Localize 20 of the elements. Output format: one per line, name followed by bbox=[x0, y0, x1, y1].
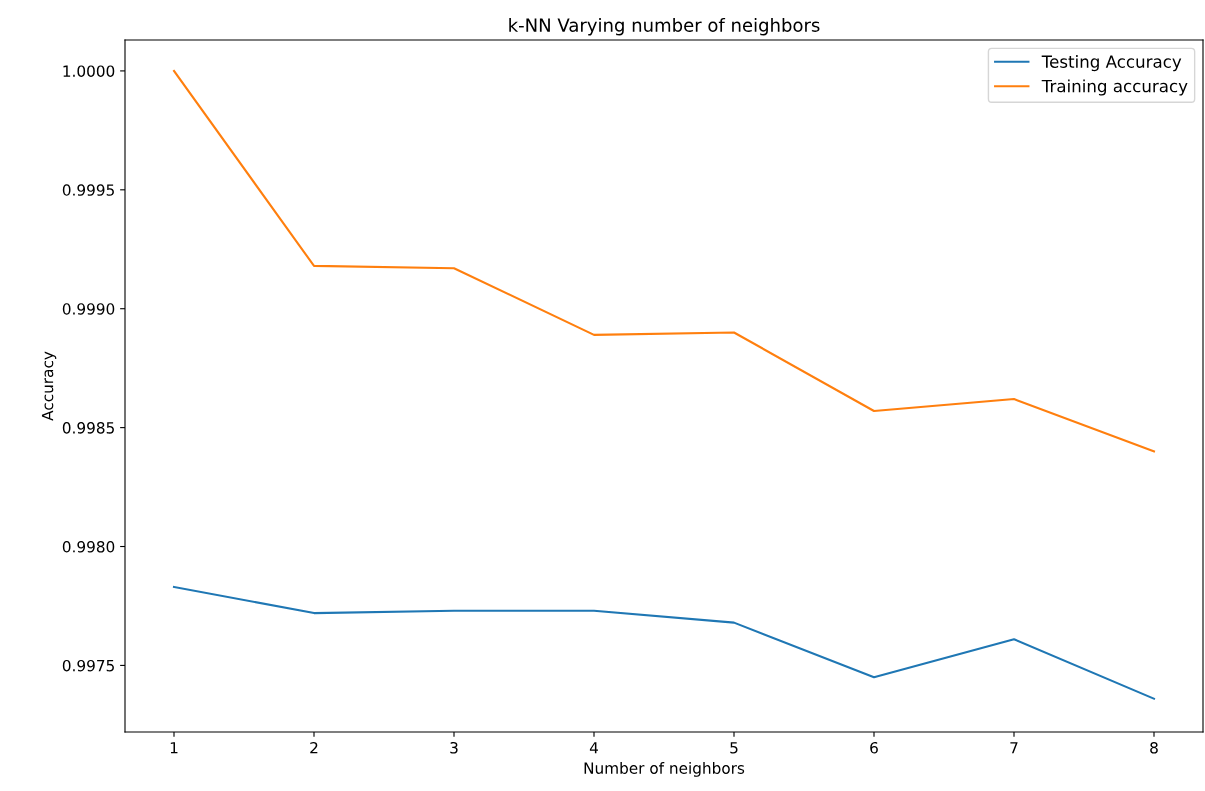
x-axis-title: Number of neighbors bbox=[584, 762, 745, 777]
y-tick-label: 0.9980 bbox=[62, 540, 115, 553]
x-tick-label: 2 bbox=[310, 741, 318, 754]
chart-title: k-NN Varying number of neighbors bbox=[509, 17, 820, 36]
y-tick-label: 1.0000 bbox=[63, 65, 115, 77]
x-tick-label: 1 bbox=[170, 742, 178, 754]
x-tick-label: 5 bbox=[730, 742, 738, 754]
legend-label: Training accuracy bbox=[1041, 79, 1188, 96]
x-tick-label: 4 bbox=[589, 742, 598, 754]
y-tick-label: 0.9975 bbox=[62, 659, 114, 672]
legend-label: Testing Accuracy bbox=[1041, 55, 1182, 72]
x-tick-label: 6 bbox=[870, 741, 878, 754]
y-tick-label: 0.9985 bbox=[62, 422, 114, 434]
line-series bbox=[172, 585, 1156, 700]
x-tick-label: 7 bbox=[1010, 742, 1018, 754]
y-axis-title: Accuracy bbox=[41, 351, 57, 421]
x-tick-label: 8 bbox=[1150, 741, 1158, 754]
y-tick-label: 0.9995 bbox=[62, 184, 114, 196]
y-tick-label: 0.9990 bbox=[62, 303, 115, 315]
x-tick-label: 3 bbox=[450, 741, 458, 754]
